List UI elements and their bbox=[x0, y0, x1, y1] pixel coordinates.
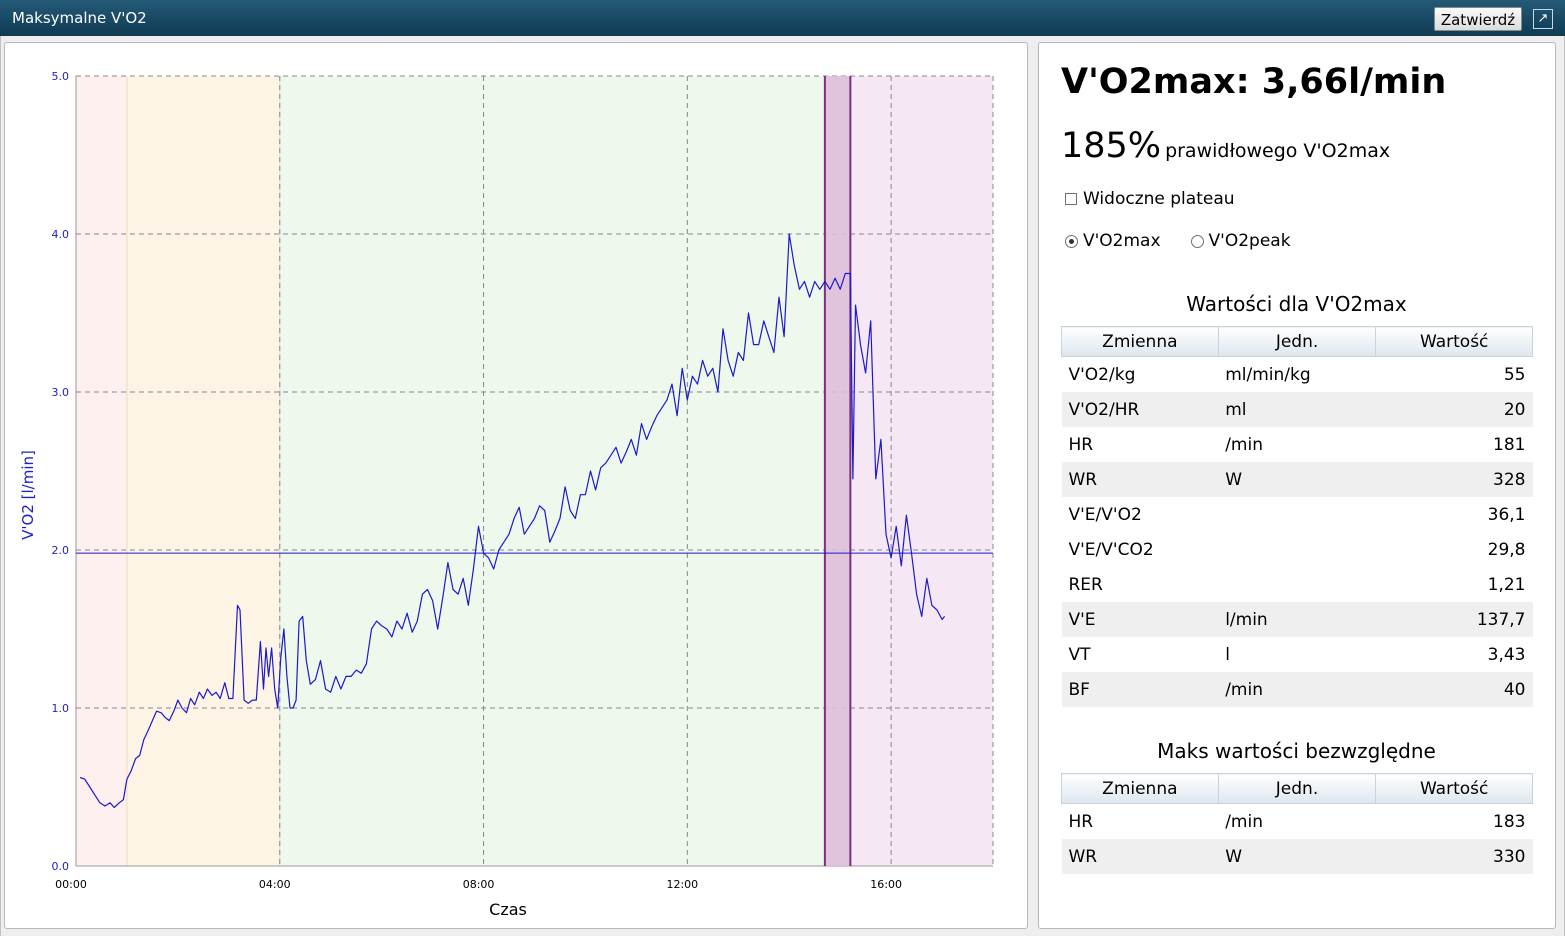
phase-band-2 bbox=[279, 76, 825, 866]
cell-value: 181 bbox=[1493, 434, 1526, 455]
plateau-checkbox[interactable] bbox=[1065, 193, 1077, 205]
cell-value: 55 bbox=[1503, 364, 1526, 385]
cell-unit: ml bbox=[1218, 392, 1376, 427]
y-tick-label: 1.0 bbox=[52, 702, 70, 715]
selection-window bbox=[823, 76, 852, 866]
radio-vo2max[interactable] bbox=[1065, 234, 1078, 248]
values-table-title: Wartości dla V'O2max bbox=[1186, 292, 1407, 316]
cell-value: 40 bbox=[1375, 672, 1533, 707]
table-row: HR/min 181 bbox=[1062, 427, 1533, 462]
phase-band-1 bbox=[126, 76, 280, 866]
window-title-bar: Maksymalne V'O2 Zatwierdź ↗ bbox=[0, 0, 1565, 37]
table-row: VT l 3,43 bbox=[1062, 637, 1533, 672]
table-row: RER 1,21 bbox=[1062, 567, 1533, 602]
plateau-checkbox-row[interactable]: Widoczne plateau bbox=[1065, 189, 1235, 209]
cell-unit: W bbox=[1218, 839, 1376, 874]
cell-value: 183 bbox=[1493, 811, 1526, 832]
cell-unit: W bbox=[1218, 462, 1376, 497]
cell-unit: /min bbox=[1218, 672, 1376, 707]
column-header-unit[interactable]: Jedn. bbox=[1217, 773, 1377, 804]
cell-unit: /min bbox=[1225, 434, 1263, 455]
cell-value: 330 bbox=[1375, 839, 1533, 874]
x-tick-label: 16:00 bbox=[870, 878, 902, 891]
expand-icon[interactable]: ↗ bbox=[1533, 9, 1553, 29]
confirm-button[interactable]: Zatwierdź bbox=[1434, 7, 1522, 31]
cell-variable: V'E bbox=[1061, 602, 1219, 637]
column-header-value[interactable]: Wartość bbox=[1375, 773, 1533, 804]
table-row: V'E/V'CO2 29,8 bbox=[1062, 532, 1533, 567]
cell-unit bbox=[1218, 532, 1376, 567]
cell-unit bbox=[1218, 567, 1376, 602]
x-tick-label: 12:00 bbox=[666, 878, 698, 891]
y-axis-title: V'O2 [l/min] bbox=[19, 450, 37, 540]
cell-variable: WR bbox=[1061, 839, 1219, 874]
cell-unit: ml/min/kg bbox=[1225, 364, 1311, 385]
x-tick-label: 04:00 bbox=[259, 878, 291, 891]
cell-variable: V'O2/HR bbox=[1061, 392, 1219, 427]
cell-unit: l/min bbox=[1218, 602, 1376, 637]
cell-variable: V'O2/kg bbox=[1068, 364, 1136, 385]
x-axis-title: Czas bbox=[489, 900, 527, 919]
percent-value: 185% bbox=[1061, 126, 1162, 166]
cell-unit: l bbox=[1225, 644, 1230, 665]
cell-variable: VT bbox=[1068, 644, 1091, 665]
x-tick-label: 08:00 bbox=[463, 878, 495, 891]
table-row: HR/min 183 bbox=[1062, 804, 1533, 840]
series-line-0 bbox=[79, 233, 946, 809]
table-row: V'O2/HR ml 20 bbox=[1061, 392, 1533, 427]
phase-bands bbox=[75, 76, 993, 866]
radio-vo2peak[interactable] bbox=[1190, 234, 1204, 248]
y-tick-label: 2.0 bbox=[52, 544, 70, 557]
series-layer bbox=[79, 233, 946, 809]
table-row: V'E/V'O2 36,1 bbox=[1062, 497, 1533, 532]
percent-predicted: 185% prawidłowego V'O2max bbox=[1061, 126, 1390, 166]
cell-value: 29,8 bbox=[1487, 539, 1526, 560]
cell-variable: V'E/V'O2 bbox=[1068, 504, 1142, 525]
cell-value: 137,7 bbox=[1375, 602, 1533, 637]
y-tick-label: 3.0 bbox=[52, 386, 70, 399]
radio-vo2max-label[interactable]: V'O2max bbox=[1083, 231, 1161, 251]
column-header-unit[interactable]: Jedn. bbox=[1217, 326, 1377, 357]
phase-band-0 bbox=[76, 76, 127, 866]
table-header-row: Zmienna Jedn. Wartość bbox=[1061, 773, 1533, 804]
column-header-variable[interactable]: Zmienna bbox=[1061, 773, 1219, 804]
cell-value: 36,1 bbox=[1487, 504, 1526, 525]
cell-value: 1,21 bbox=[1487, 574, 1526, 595]
cell-variable: V'E/V'CO2 bbox=[1068, 539, 1154, 560]
x-tick-label: 00:00 bbox=[55, 878, 87, 891]
cell-unit bbox=[1218, 497, 1376, 532]
cell-unit: /min bbox=[1225, 811, 1263, 832]
y-tick-label: 0.0 bbox=[52, 860, 70, 873]
values-table: Zmienna Jedn. Wartość V'O2/kg ml/min/kg 55… bbox=[1061, 326, 1533, 707]
selection-area bbox=[824, 76, 851, 866]
cell-value: 3,43 bbox=[1487, 644, 1526, 665]
column-header-variable[interactable]: Zmienna bbox=[1061, 326, 1219, 357]
cell-variable: HR bbox=[1068, 811, 1094, 832]
cell-value: 328 bbox=[1375, 462, 1533, 497]
y-tick-label: 4.0 bbox=[52, 228, 70, 241]
mode-radio-group: V'O2max V'O2peak bbox=[1065, 231, 1321, 251]
max-values-table: Zmienna Jedn. Wartość HR/min 183 WR W 330 bbox=[1061, 773, 1533, 874]
radio-vo2peak-label[interactable]: V'O2peak bbox=[1208, 231, 1291, 251]
tick-labels: 0.0 1.0 2.0 3.0 4.0 5.0 00:00 04:00 08:00 12:00 16… bbox=[52, 70, 902, 891]
table-row: V'O2/kg ml/min/kg 55 bbox=[1062, 357, 1533, 393]
table-row: BF/min 40 bbox=[1061, 672, 1533, 707]
cell-variable: RER bbox=[1068, 574, 1103, 595]
table-row: V'E l/min 137,7 bbox=[1061, 602, 1533, 637]
cell-variable: BF bbox=[1061, 672, 1219, 707]
table-header-row: Zmienna Jedn. Wartość bbox=[1061, 326, 1533, 357]
cell-variable: WR bbox=[1061, 462, 1219, 497]
cell-variable: HR bbox=[1068, 434, 1094, 455]
table-row: WR W 330 bbox=[1061, 839, 1533, 874]
max-table-title: Maks wartości bezwzględne bbox=[1157, 739, 1436, 763]
plateau-label[interactable]: Widoczne plateau bbox=[1083, 189, 1235, 209]
y-tick-label: 5.0 bbox=[52, 70, 70, 83]
column-header-value[interactable]: Wartość bbox=[1375, 326, 1533, 357]
window-title: Maksymalne V'O2 bbox=[12, 9, 147, 27]
table-row: WR W 328 bbox=[1061, 462, 1533, 497]
vo2max-heading: V'O2max: 3,66l/min bbox=[1061, 62, 1447, 102]
cell-value: 20 bbox=[1375, 392, 1533, 427]
percent-text: prawidłowego V'O2max bbox=[1165, 140, 1391, 162]
